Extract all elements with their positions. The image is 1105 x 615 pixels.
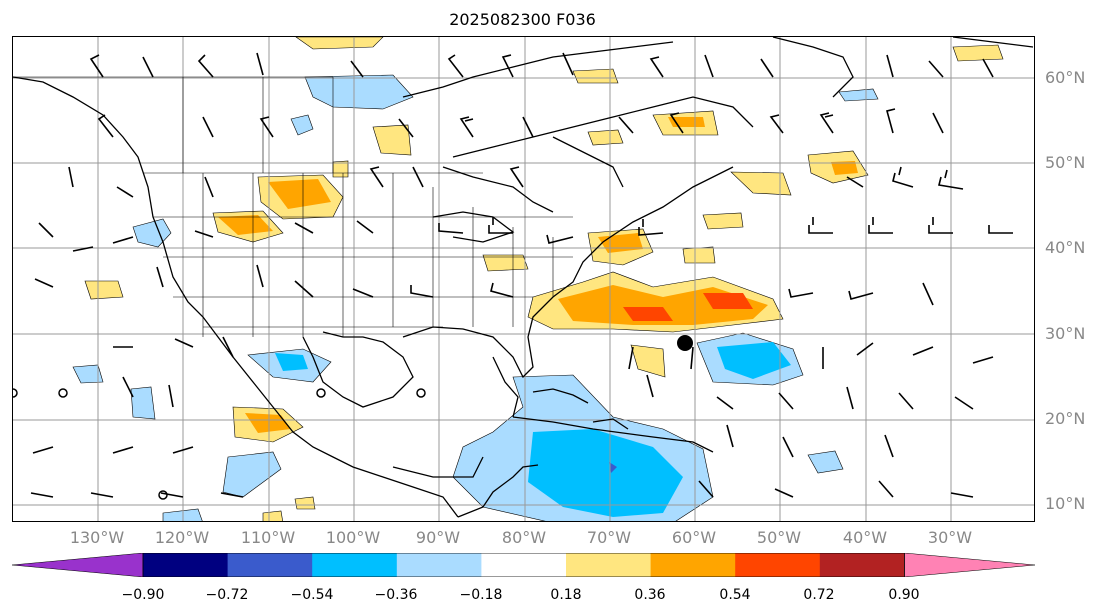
colorbar-tick: 0.36 [634, 587, 666, 603]
colorbar-tick: −0.72 [205, 587, 249, 603]
lon-label-120w: 120°W [154, 528, 210, 547]
storm-center-marker [677, 335, 693, 351]
colorbar-segment [143, 553, 229, 577]
colorbar-segment [481, 553, 567, 577]
lat-label-40n: 40°N [1045, 238, 1086, 257]
political-borders [13, 76, 573, 337]
colorbar-tick: −0.18 [459, 587, 503, 603]
colorbar-segment [227, 553, 313, 577]
colorbar-tick: 0.72 [803, 587, 835, 603]
lat-label-60n: 60°N [1045, 68, 1086, 87]
negative-anomaly-shading [72, 74, 879, 521]
lon-label-50w: 50°W [756, 528, 802, 547]
lat-label-50n: 50°N [1045, 153, 1086, 172]
lon-label-40w: 40°W [842, 528, 888, 547]
colorbar-extend-low [12, 553, 144, 577]
lon-label-130w: 130°W [69, 528, 125, 547]
map-title: 2025082300 F036 [449, 10, 596, 29]
colorbar-extend-high [904, 553, 1036, 577]
lon-label-70w: 70°W [586, 528, 632, 547]
colorbar-tick: 0.18 [550, 587, 582, 603]
lon-label-30w: 30°W [927, 528, 973, 547]
colorbar-tick: −0.90 [121, 587, 165, 603]
colorbar [12, 553, 1036, 577]
map-canvas [13, 37, 1034, 521]
lon-label-90w: 90°W [415, 528, 461, 547]
colorbar-tick: 0.90 [888, 587, 920, 603]
lat-label-30n: 30°N [1045, 324, 1086, 343]
colorbar-frame [142, 553, 905, 577]
lat-label-10n: 10°N [1045, 494, 1086, 513]
map-panel [12, 36, 1035, 522]
calm-wind-circles [13, 388, 426, 500]
colorbar-tick: 0.54 [719, 587, 751, 603]
lon-label-100w: 100°W [325, 528, 381, 547]
colorbar-segment [312, 553, 398, 577]
colorbar-segment [735, 553, 821, 577]
colorbar-segment [650, 553, 736, 577]
colorbar-tick: −0.54 [290, 587, 334, 603]
colorbar-segments [12, 553, 1036, 577]
lon-label-110w: 110°W [240, 528, 296, 547]
lon-label-60w: 60°W [671, 528, 717, 547]
colorbar-segment [819, 553, 905, 577]
colorbar-tick: −0.36 [374, 587, 418, 603]
colorbar-segment [566, 553, 652, 577]
wind-barbs [30, 52, 1013, 498]
lat-label-20n: 20°N [1045, 409, 1086, 428]
colorbar-segment [396, 553, 482, 577]
lon-label-80w: 80°W [501, 528, 547, 547]
graticule [13, 37, 1034, 521]
